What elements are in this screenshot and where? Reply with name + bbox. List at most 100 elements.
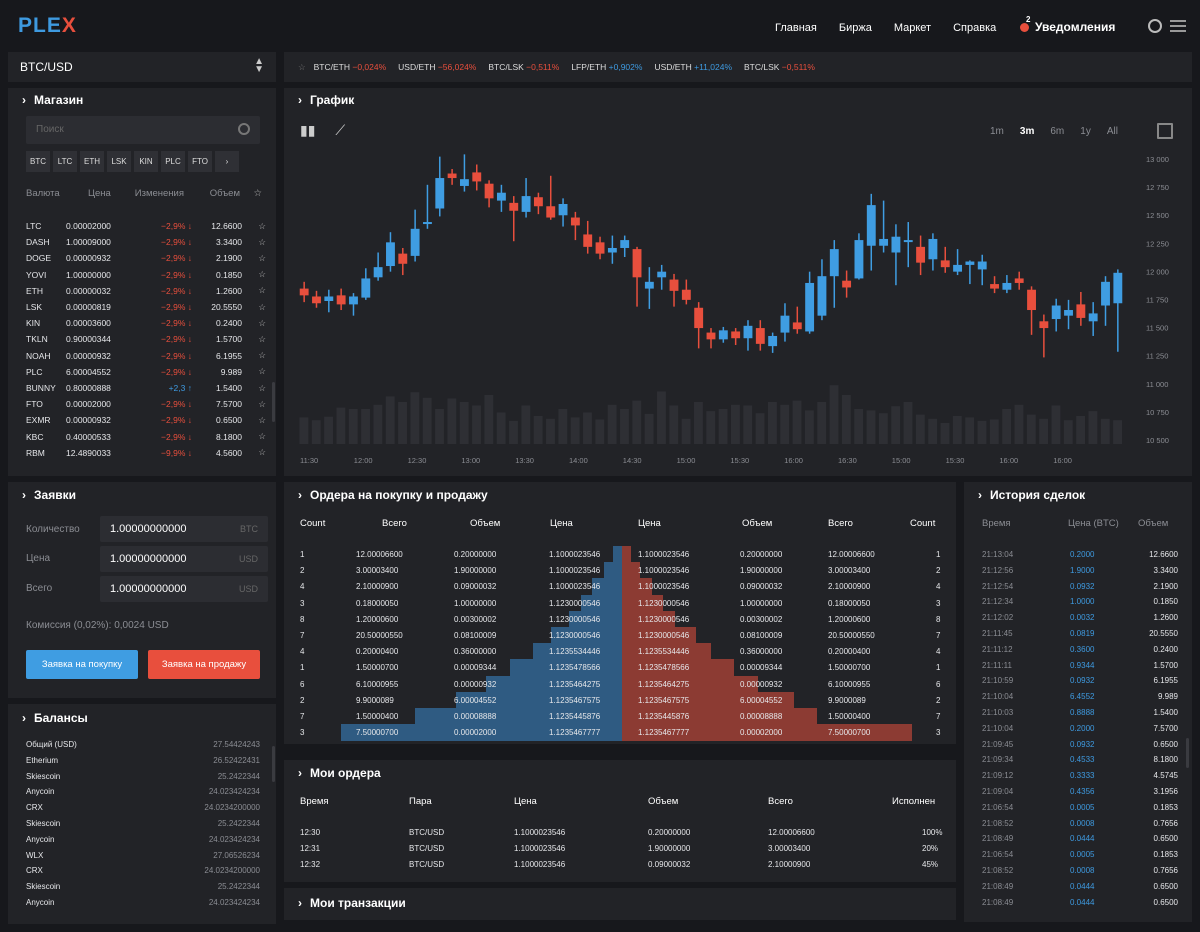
store-row[interactable]: KIN 0.00003600 −2,9% ↓ 0.2400 ☆	[26, 315, 266, 331]
line-chart-icon[interactable]: ⟋	[335, 122, 346, 138]
candle[interactable]	[583, 220, 593, 254]
balances-title[interactable]: › Балансы	[22, 711, 88, 725]
ask-cell[interactable]: 1.1235534446	[638, 647, 690, 657]
candle[interactable]	[854, 233, 864, 280]
candle[interactable]	[903, 222, 913, 268]
store-row[interactable]: BUNNY 0.80000888 +2,3 ↑ 1.5400 ☆	[26, 380, 266, 396]
candle[interactable]	[1027, 286, 1036, 335]
ask-cell[interactable]: 1.1230000546	[638, 598, 690, 608]
ask-cell[interactable]: 1.1000023546	[638, 550, 690, 559]
candle[interactable]	[829, 240, 839, 308]
candle[interactable]	[336, 288, 346, 311]
candle[interactable]	[953, 249, 963, 276]
favorite-star-icon[interactable]: ☆	[258, 285, 266, 296]
candle[interactable]	[484, 180, 494, 208]
candle[interactable]	[879, 200, 889, 253]
search-input[interactable]: Поиск	[26, 116, 260, 144]
bid-cell[interactable]: 1.1230000546	[549, 631, 601, 640]
candle[interactable]	[928, 233, 938, 271]
favorite-star-icon[interactable]: ☆	[258, 366, 266, 377]
store-row[interactable]: KBC 0.40000533 −2,9% ↓ 8.1800 ☆	[26, 429, 266, 445]
ticker-item[interactable]: BTC/ETH −0,024%	[314, 62, 387, 72]
candle[interactable]	[1101, 276, 1110, 326]
candle[interactable]	[410, 209, 420, 262]
candle[interactable]	[496, 184, 506, 212]
coin-filter-button[interactable]: BTC	[26, 151, 50, 172]
candle[interactable]	[657, 264, 667, 290]
candle[interactable]	[731, 328, 741, 345]
candle[interactable]	[373, 252, 383, 281]
candle[interactable]	[718, 326, 728, 343]
col-currency[interactable]: Валюта	[26, 188, 60, 199]
candlestick-icon[interactable]: ▮▮	[300, 122, 316, 138]
candle[interactable]	[755, 320, 765, 351]
my-orders-header[interactable]: Объем	[648, 796, 679, 807]
col-volume[interactable]: Объем	[209, 188, 240, 199]
candle[interactable]	[472, 164, 482, 191]
coin-filter-button[interactable]: PLC	[161, 151, 185, 172]
logo[interactable]: PLEX	[18, 14, 77, 38]
candle[interactable]	[1039, 314, 1049, 358]
favorite-star-icon[interactable]: ☆	[258, 414, 266, 425]
timeframe-button[interactable]: 1m	[990, 126, 1004, 137]
bid-cell[interactable]: 1.1230000546	[549, 598, 601, 608]
nav-market[interactable]: Маркет	[893, 22, 932, 34]
candle[interactable]	[398, 247, 408, 276]
my-orders-title[interactable]: › Мои ордера	[298, 766, 381, 780]
ticker-item[interactable]: USD/ETH +11,024%	[654, 62, 732, 72]
col-favorite[interactable]: ☆	[253, 188, 262, 199]
favorite-star-icon[interactable]: ☆	[258, 398, 266, 409]
favorite-star-icon[interactable]: ☆	[258, 269, 266, 280]
ask-cell[interactable]: 1.1230000546	[638, 614, 690, 624]
candle[interactable]	[780, 303, 790, 342]
candle[interactable]	[965, 260, 975, 285]
bid-cell[interactable]: 1.1000023546	[549, 582, 601, 592]
store-scrollbar[interactable]	[272, 382, 275, 422]
fullscreen-icon[interactable]	[1157, 123, 1173, 139]
coin-filter-button[interactable]: KIN	[134, 151, 158, 172]
candle[interactable]	[940, 246, 950, 273]
store-row[interactable]: EXMR 0.00000932 −2,9% ↓ 0.6500 ☆	[26, 412, 266, 428]
candle[interactable]	[891, 224, 901, 286]
qty-field[interactable]: 1.00000000000 BTC	[100, 516, 268, 542]
col-price[interactable]: Цена	[88, 188, 111, 199]
chart-title[interactable]: › График	[298, 93, 354, 107]
favorite-star-icon[interactable]: ☆	[258, 252, 266, 263]
my-orders-header[interactable]: Время	[300, 796, 329, 807]
ticker-item[interactable]: BTC/LSK −0,511%	[744, 62, 815, 72]
candle[interactable]	[1051, 298, 1061, 332]
candle[interactable]	[768, 332, 778, 353]
candle[interactable]	[1002, 275, 1012, 294]
favorite-star-icon[interactable]: ☆	[258, 350, 266, 361]
orderbook-header[interactable]: Объем	[470, 518, 501, 529]
bid-cell[interactable]: 1.1000023546	[549, 566, 601, 576]
candle[interactable]	[1064, 299, 1073, 330]
timeframe-button[interactable]: All	[1106, 126, 1118, 137]
bid-cell[interactable]: 1.1235534446	[549, 647, 601, 657]
candle[interactable]	[805, 271, 815, 334]
candle[interactable]	[299, 281, 309, 303]
timeframe-button[interactable]: 1y	[1080, 126, 1091, 137]
candle[interactable]	[817, 259, 827, 321]
candle[interactable]	[990, 276, 999, 294]
order-form-title[interactable]: › Заявки	[22, 488, 76, 502]
history-col-volume[interactable]: Объем	[1138, 518, 1169, 529]
candle[interactable]	[607, 235, 617, 264]
favorite-star-icon[interactable]: ☆	[258, 431, 266, 442]
bid-cell[interactable]: 1.1000023546	[549, 550, 601, 559]
candle[interactable]	[694, 302, 704, 349]
store-row[interactable]: RBM 12.4890033 −9,9% ↓ 4.5600 ☆	[26, 445, 266, 461]
coin-filter-button[interactable]: FTO	[188, 151, 212, 172]
orderbook-header[interactable]: Цена	[550, 518, 573, 529]
orderbook-header[interactable]: Count	[910, 518, 936, 529]
ask-cell[interactable]: 1.1235478566	[638, 663, 690, 673]
my-orders-header[interactable]: Всего	[768, 796, 793, 807]
candle[interactable]	[977, 254, 987, 286]
bid-cell[interactable]: 1.1235467575	[549, 695, 601, 705]
candle[interactable]	[620, 235, 630, 258]
favorite-star-icon[interactable]: ☆	[258, 236, 266, 247]
ask-cell[interactable]: 1.1235464275	[638, 679, 690, 689]
ask-cell[interactable]: 1.1000023546	[638, 582, 690, 592]
store-row[interactable]: TKLN 0.90000344 −2,9% ↓ 1.5700 ☆	[26, 331, 266, 347]
orderbook-header[interactable]: Всего	[828, 518, 853, 529]
